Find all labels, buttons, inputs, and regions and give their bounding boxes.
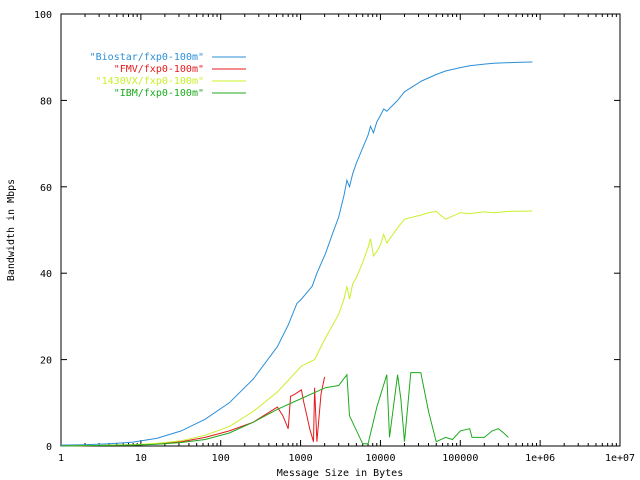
x-tick-label: 1e+07 [605, 453, 635, 464]
legend: "Biostar/fxp0-100m""FMV/fxp0-100m""1430V… [90, 52, 246, 99]
x-tick-label: 1000 [289, 453, 313, 464]
legend-label: "FMV/fxp0-100m" [114, 64, 204, 75]
series-line [60, 210, 533, 447]
y-tick-label: 100 [34, 10, 52, 21]
series-lines [60, 61, 533, 447]
x-tick-label: 1e+06 [525, 453, 555, 464]
y-axis-label: Bandwidth in Mbps [6, 179, 17, 281]
y-tick-label: 20 [40, 356, 52, 367]
x-axis-label: Message Size in Bytes [277, 468, 403, 479]
plot-frame [60, 13, 621, 447]
series-line [60, 376, 326, 447]
y-tick-label: 80 [40, 96, 52, 107]
y-tick-label: 0 [46, 442, 52, 453]
x-tick-label: 10000 [365, 453, 395, 464]
y-tick-label: 40 [40, 269, 52, 280]
legend-label: "1430VX/fxp0-100m" [96, 76, 204, 87]
axis-ticks [60, 13, 621, 447]
x-tick-label: 1 [58, 453, 64, 464]
legend-label: "Biostar/fxp0-100m" [90, 52, 204, 63]
y-tick-label: 60 [40, 183, 52, 194]
series-line [60, 372, 509, 447]
axis-tick-labels: 1 10 100 1000 10000 100000 1e+06 1e+07 0 20 40 60 80… [34, 10, 635, 464]
x-tick-label: 100000 [442, 453, 478, 464]
x-tick-label: 10 [135, 453, 147, 464]
legend-label: "IBM/fxp0-100m" [114, 88, 204, 99]
x-tick-label: 100 [212, 453, 230, 464]
series-line [60, 61, 533, 446]
